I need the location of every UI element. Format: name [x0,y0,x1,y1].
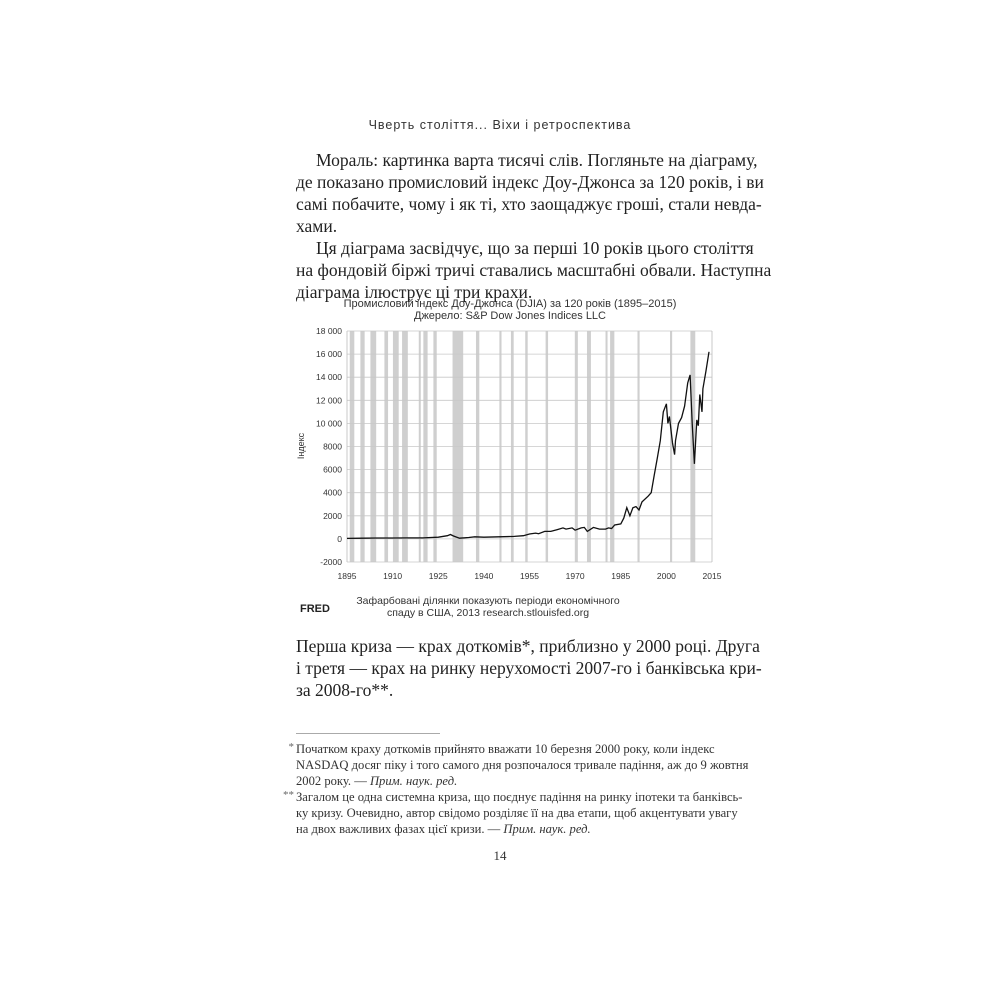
text-line: Початком краху доткомів прийнято вважати… [296,742,715,756]
chart-footer-line-1: Зафарбовані ділянки показують періоди ек… [356,595,620,607]
paragraph-1: Мораль: картинка варта тисячі слів. Погл… [296,149,764,237]
editor-note: Прим. наук. ред. [369,774,458,788]
paragraph-2: Ця діаграма засвідчує, що за перші 10 ро… [296,237,772,303]
djia-series-line [346,351,710,540]
y-tick-label: 18 000 [316,326,342,336]
x-tick-label: 1970 [566,571,585,581]
y-axis-label: Індекс [296,432,306,459]
chart-footer-line-2: спаду в США, 2013 research.stlouisfed.or… [387,607,589,619]
x-tick-label: 2015 [703,571,722,581]
x-tick-label: 1985 [611,571,630,581]
text-line: ку кризу. Очевидно, автор свідомо розділ… [296,806,738,820]
text-line: Мораль: картинка варта тисячі слів. Погл… [316,150,758,170]
djia-chart: Промисловий індекс Доу-Джонса (DJIA) за … [296,298,722,619]
text-line: на двох важливих фазах цієї кризи. — [296,822,504,836]
chart-subtitle: Джерело: S&P Dow Jones Indices LLC [414,310,606,322]
y-tick-label: 14 000 [316,372,342,382]
y-tick-label: 6000 [323,465,342,475]
y-tick-label: 4000 [323,488,342,498]
text-line: на фондовій біржі тричі ставались масшта… [296,260,772,280]
text-line: діаграма ілюструє ці три крахи. [296,282,533,302]
y-tick-label: 10 000 [316,418,342,428]
editor-note: Прим. наук. ред. [503,822,591,836]
text-line: самі побачите, чому і як ті, хто заощадж… [296,194,762,214]
x-tick-label: 1925 [429,571,448,581]
chart-title: Промисловий індекс Доу-Джонса (DJIA) за … [344,298,677,310]
footnote-1: * Початком краху доткомів прийнято вважа… [289,741,749,789]
text-line: де показано промисловий індекс Доу-Джонс… [296,172,764,192]
y-tick-label: 0 [337,534,342,544]
text-line: Ця діаграма засвідчує, що за перші 10 ро… [316,238,754,258]
x-tick-label: 1910 [383,571,402,581]
y-tick-label: 12 000 [316,395,342,405]
x-tick-label: 1895 [338,571,357,581]
text-line: за 2008-го**. [296,680,394,700]
x-tick-label: 2000 [657,571,676,581]
y-tick-label: 2000 [323,511,342,521]
text-line: Перша криза — крах доткомів*, приблизно … [296,636,760,656]
paragraph-3: Перша криза — крах доткомів*, приблизно … [296,635,762,701]
text-line: NASDAQ досяг піку і того самого дня розп… [296,758,749,772]
text-line: хами. [296,216,338,236]
text-line: і третя — крах на ринку нерухомості 2007… [296,658,762,678]
footnote-divider [296,733,440,734]
x-tick-label: 1940 [474,571,493,581]
text-line: 2002 року. — [296,774,370,788]
fred-logo: FRED [300,603,330,615]
y-tick-label: -2000 [320,557,342,567]
y-tick-label: 16 000 [316,349,342,359]
running-header: Чверть століття... Віхи і ретроспектива [368,118,632,132]
text-line: Загалом це одна системна криза, що поєдн… [296,790,743,804]
footnote-2: ** Загалом це одна системна криза, що по… [283,789,743,837]
page-number: 14 [493,848,507,863]
footnote-mark: ** [283,789,294,801]
footnote-mark: * [288,741,295,753]
x-tick-label: 1955 [520,571,539,581]
y-tick-label: 8000 [323,442,342,452]
